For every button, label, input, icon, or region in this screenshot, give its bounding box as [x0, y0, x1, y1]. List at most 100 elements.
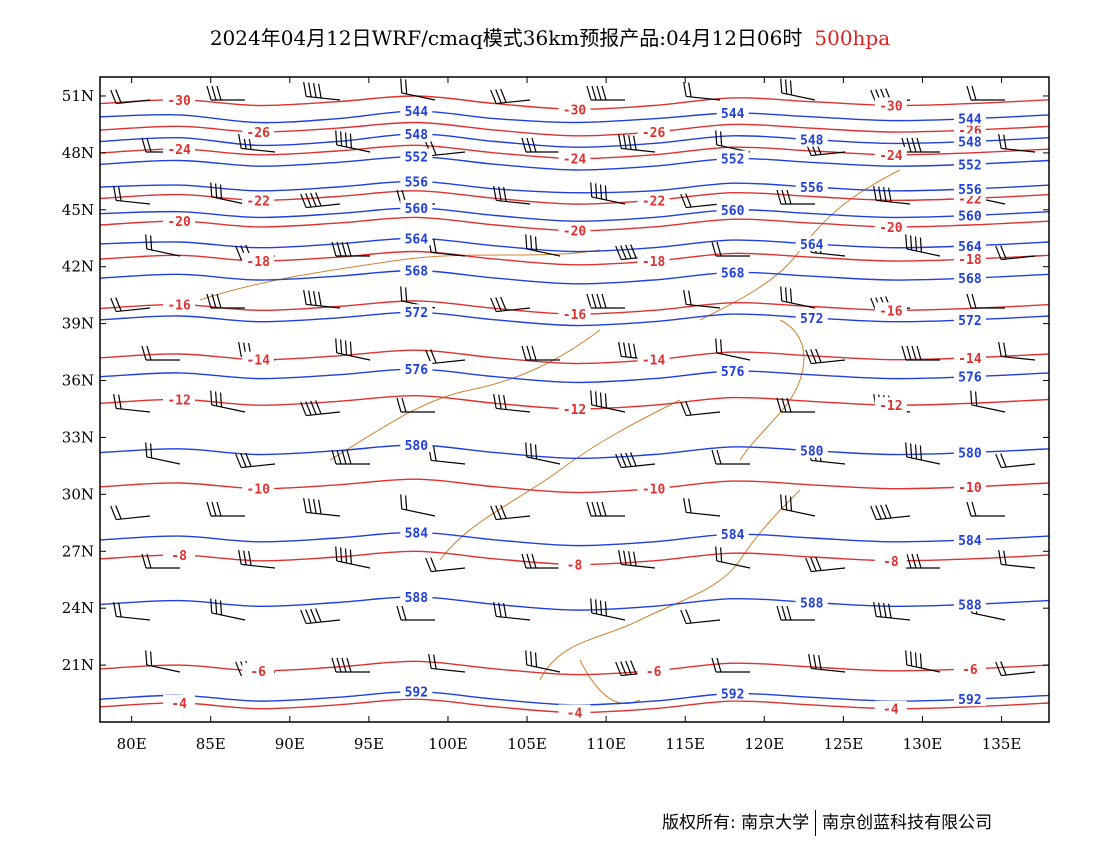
temperature-contour-label: -30 [563, 103, 587, 118]
height-contour-label: 544 [405, 105, 429, 120]
temperature-contour-label: -20 [563, 225, 587, 240]
wind-barb [400, 78, 436, 101]
wind-barb [113, 394, 151, 413]
wind-barb [331, 449, 370, 465]
height-contour-label: 564 [800, 238, 824, 253]
height-contour-label-bg [400, 199, 433, 215]
lon-label: 100E [428, 735, 468, 753]
height-contour-label: 548 [800, 134, 824, 149]
temperature-contour-label-bg [874, 146, 907, 162]
wind-barb [113, 602, 151, 621]
temperature-contour-label-bg [874, 218, 907, 234]
temperature-contour-label-bg [558, 400, 591, 416]
temperature-contour-label: -20 [167, 215, 191, 230]
wind-barb [590, 182, 626, 205]
wind-barb [711, 241, 750, 257]
height-contour-label-bg [400, 304, 433, 320]
height-contour-label-bg [953, 237, 986, 253]
temperature-contour-label-bg [953, 660, 986, 676]
height-contour-label-bg [400, 361, 433, 377]
temperature-contour-label: -14 [642, 354, 666, 369]
lat-label: 30N [62, 485, 94, 503]
boundary-line [439, 399, 681, 561]
height-contour-label-bg [953, 156, 986, 172]
lat-label: 45N [62, 201, 94, 219]
lat-label: 33N [62, 428, 94, 446]
boundary-line [739, 319, 805, 461]
wind-barb [206, 293, 245, 309]
wind-barb [966, 293, 1005, 309]
temperature-contour-label-bg [163, 296, 196, 312]
wind-barb [303, 290, 341, 309]
height-contour-label-bg [400, 230, 433, 246]
lon-label: 95E [354, 735, 384, 753]
temperature-contour-label-bg [953, 349, 986, 365]
wind-barb [776, 605, 815, 621]
wind-barb [618, 550, 656, 569]
height-contour-label: 592 [405, 686, 428, 701]
height-contour-label-bg [795, 179, 828, 195]
height-contour [100, 269, 1049, 285]
temperature-contour-label: -22 [246, 194, 269, 209]
temperature-contour-label-bg [637, 480, 670, 496]
height-contour-label: 568 [721, 266, 745, 281]
height-contour-label-bg [400, 125, 433, 141]
lon-label: 110E [586, 735, 626, 753]
wind-barb [145, 650, 181, 673]
wind-barb [680, 609, 721, 625]
lat-label: 39N [62, 315, 94, 333]
lon-label: 120E [745, 735, 785, 753]
wind-barb [683, 82, 721, 101]
wind-barb [618, 134, 656, 153]
height-contour-label-bg [400, 173, 433, 189]
temperature-contour-label-bg [242, 662, 275, 678]
footer-separator [815, 810, 817, 836]
wind-barb [590, 598, 626, 621]
wind-barb [490, 88, 531, 105]
height-contour-label: 556 [405, 175, 429, 190]
height-contour-label: 548 [958, 136, 982, 151]
wind-barb [235, 452, 276, 469]
temperature-contour-label-bg [163, 391, 196, 407]
lat-label: 48N [62, 144, 94, 162]
lon-label: 125E [824, 735, 864, 753]
wind-barb [521, 345, 560, 361]
wind-barb [490, 504, 531, 521]
height-contour-label: 584 [721, 528, 745, 543]
wind-barb [493, 602, 531, 621]
height-contour-label: 592 [958, 693, 981, 708]
lat-label: 21N [62, 656, 94, 674]
temperature-contour-label: -6 [962, 663, 978, 678]
height-contour-label-bg [716, 105, 749, 121]
height-contour-label: 580 [958, 447, 982, 462]
wind-barbs [110, 78, 1036, 677]
temperature-contour-label-bg [874, 302, 907, 318]
temperature-contour-label: -20 [879, 221, 903, 236]
height-contour-label: 560 [721, 204, 745, 219]
wind-barb [145, 234, 181, 257]
wind-barb [873, 186, 911, 205]
wind-barb [995, 453, 1036, 469]
height-contour [100, 110, 1049, 124]
lat-label: 36N [62, 372, 94, 390]
temperature-contour-label: -12 [167, 394, 190, 409]
temperature-contour-label-bg [558, 556, 591, 572]
temperature-contour-label: -10 [642, 483, 666, 498]
wind-barb [776, 397, 815, 413]
height-contour-label-bg [716, 685, 749, 701]
wind-barb [521, 137, 560, 153]
temperature-contour-label-bg [874, 700, 907, 716]
lon-label: 105E [507, 735, 547, 753]
wind-barb [335, 130, 371, 153]
wind-barb [715, 338, 751, 361]
height-contour-label: 556 [958, 183, 982, 198]
wind-barb [680, 193, 721, 209]
wind-barb [331, 241, 370, 257]
wind-barb [300, 192, 341, 209]
temperature-contour-label: -18 [958, 253, 982, 268]
height-contour-label: 572 [958, 314, 981, 329]
temperature-contour-label: -8 [567, 559, 583, 574]
height-contour-label: 580 [800, 445, 824, 460]
temperature-contour-label-bg [637, 662, 670, 678]
wind-barb [110, 505, 151, 521]
